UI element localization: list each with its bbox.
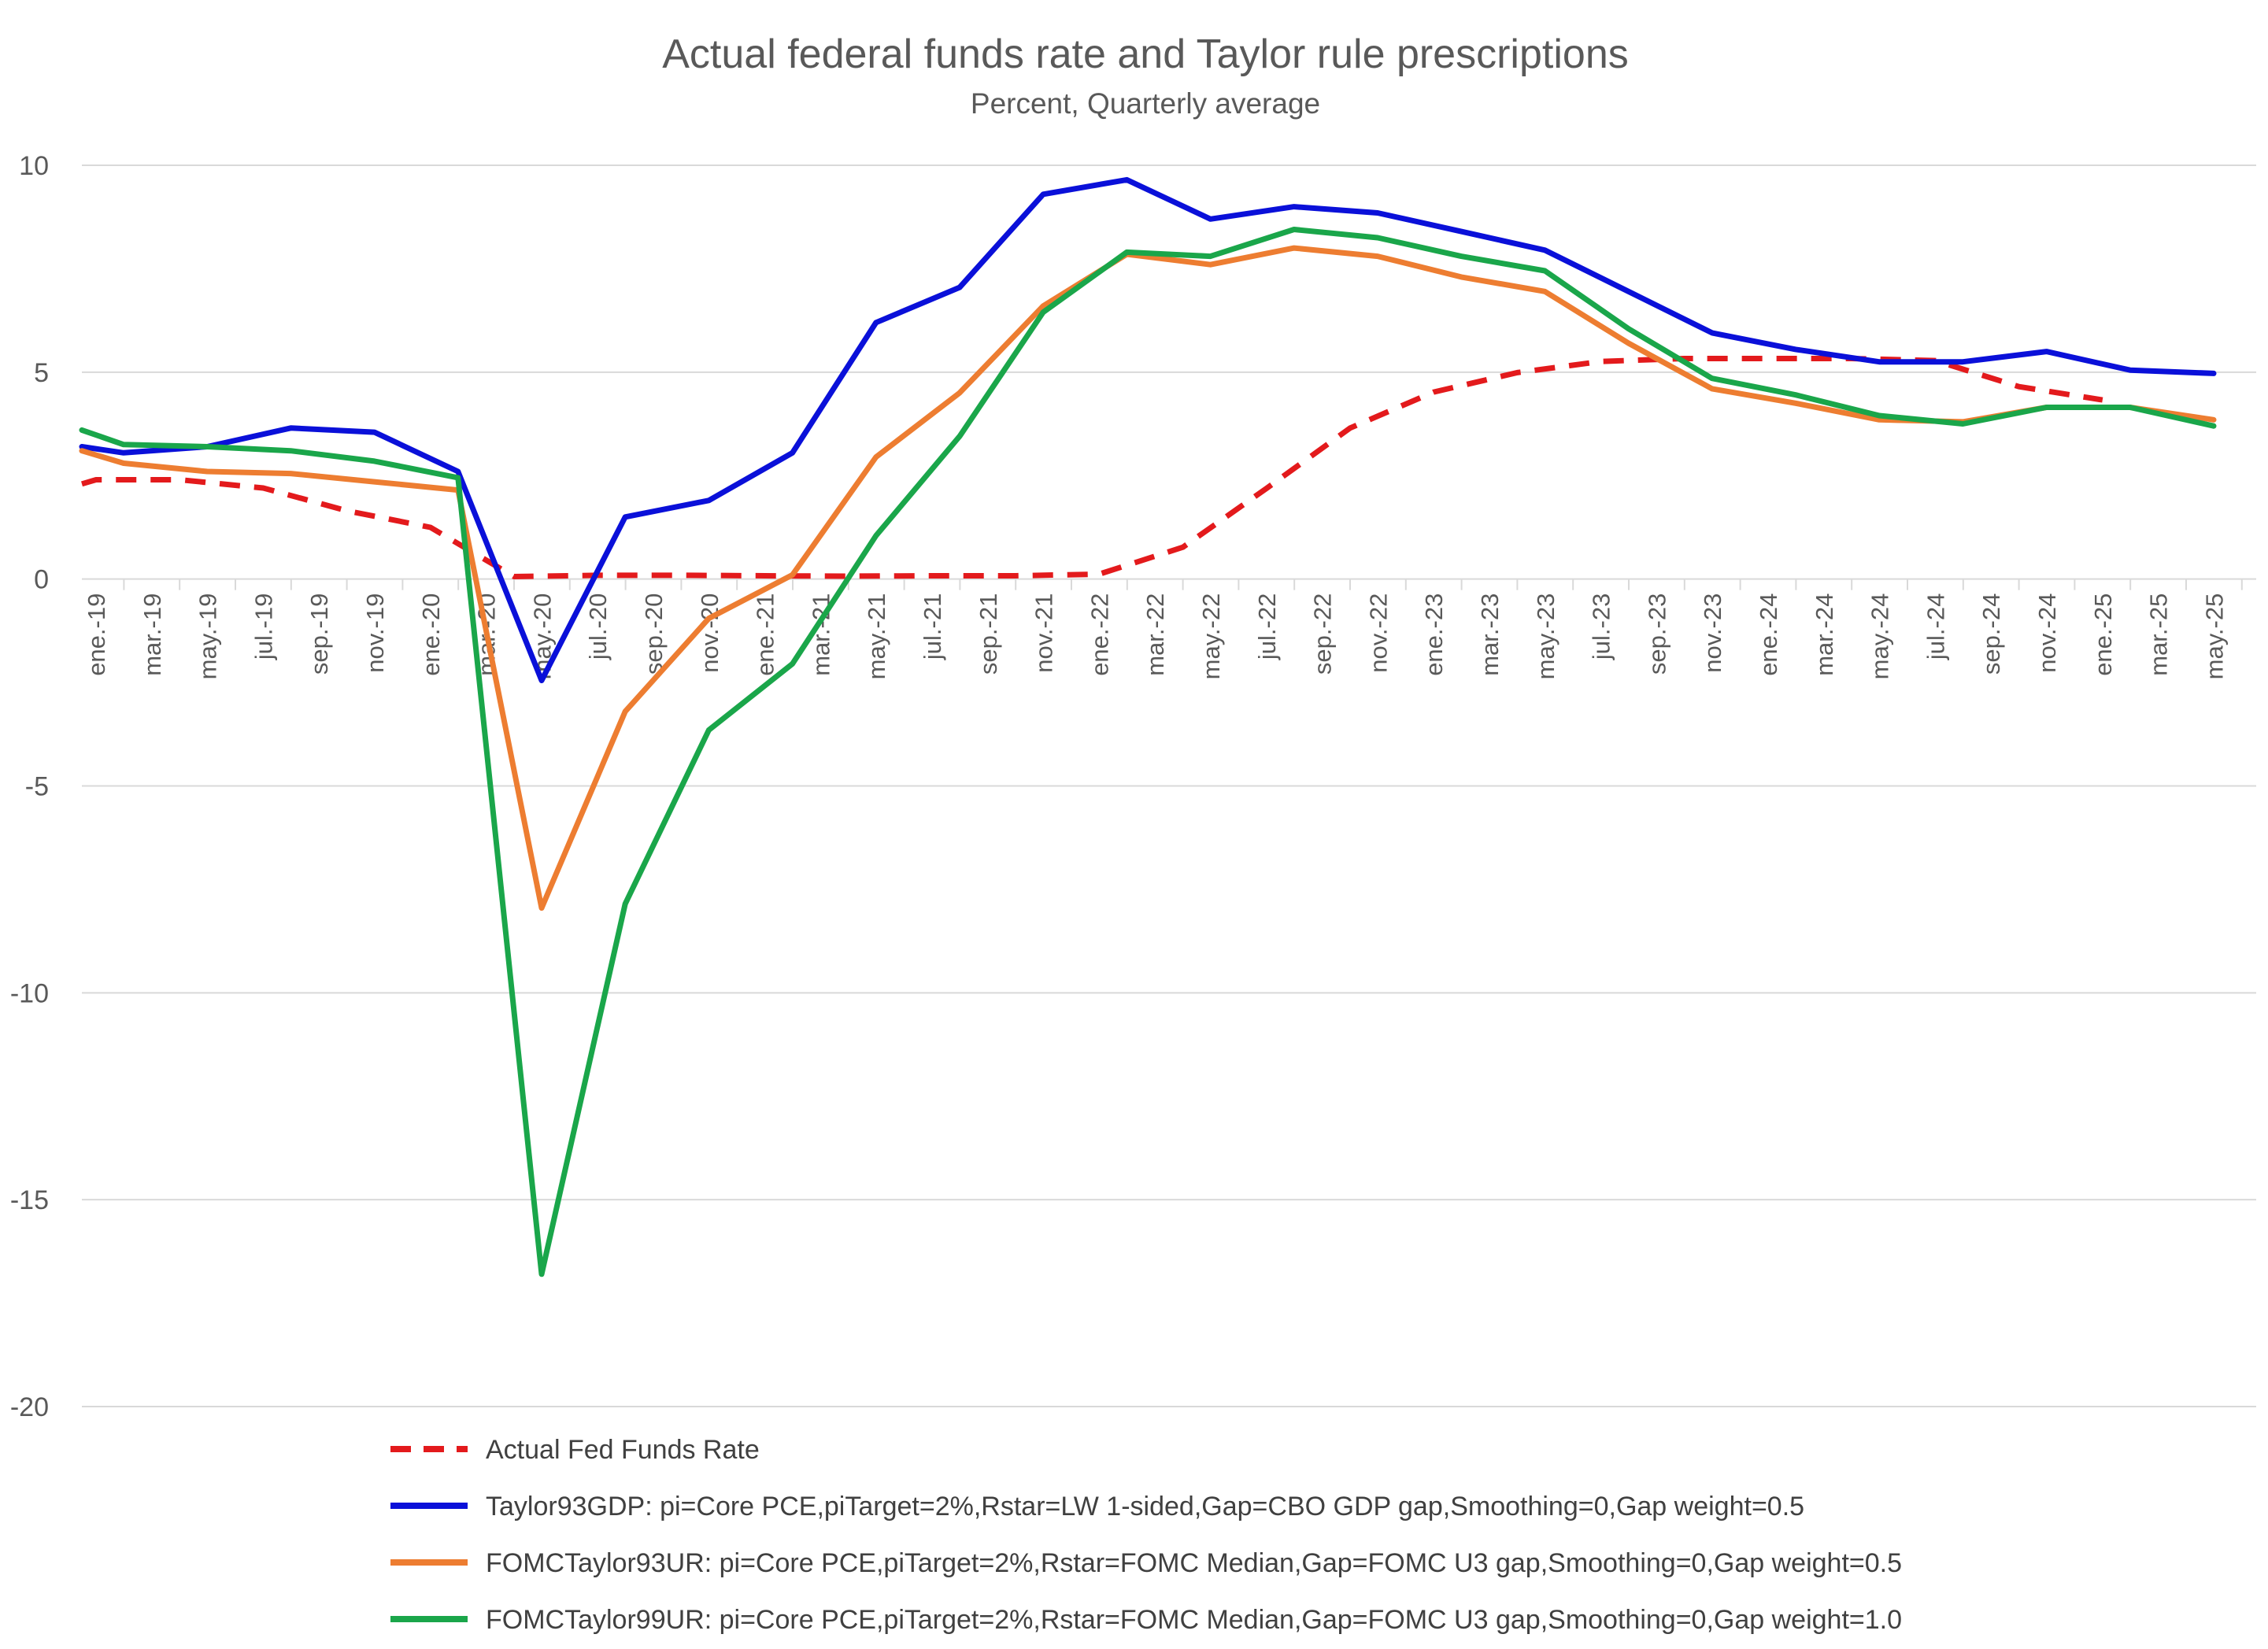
series-line-3 bbox=[79, 227, 2217, 1277]
y-tick-label: 0 bbox=[34, 565, 49, 595]
series-line-0 bbox=[81, 356, 2103, 579]
x-tick-label: ene.-19 bbox=[83, 593, 110, 676]
x-tick-label: ene.-22 bbox=[1086, 593, 1113, 676]
x-tick-label: may.-19 bbox=[194, 593, 222, 680]
legend-label: FOMCTaylor99UR: pi=Core PCE,piTarget=2%,… bbox=[486, 1605, 1902, 1635]
chart-title: Actual federal funds rate and Taylor rul… bbox=[662, 31, 1628, 77]
x-tick-label: nov.-19 bbox=[361, 593, 389, 673]
legend-label: FOMCTaylor93UR: pi=Core PCE,piTarget=2%,… bbox=[486, 1548, 1902, 1578]
x-tick-label: sep.-21 bbox=[975, 593, 1002, 675]
x-tick-label: may.-21 bbox=[863, 593, 890, 680]
legend-label: Actual Fed Funds Rate bbox=[486, 1435, 760, 1465]
x-tick-label: jul.-23 bbox=[1588, 593, 1615, 660]
x-tick-label: ene.-24 bbox=[1755, 593, 1782, 676]
x-tick-label: mar.-22 bbox=[1141, 593, 1169, 676]
x-tick-label: mar.-23 bbox=[1476, 593, 1504, 676]
x-tick-label: jul.-20 bbox=[584, 593, 612, 660]
y-tick-label: -20 bbox=[10, 1392, 49, 1422]
x-tick-label: sep.-23 bbox=[1643, 593, 1670, 675]
y-tick-label: 10 bbox=[19, 151, 49, 181]
gridlines bbox=[82, 165, 2256, 1407]
x-tick-label: sep.-24 bbox=[1978, 593, 2005, 675]
x-tick-label: may.-20 bbox=[528, 593, 556, 680]
x-tick-label: sep.-22 bbox=[1309, 593, 1337, 675]
x-tick-label: nov.-23 bbox=[1699, 593, 1726, 673]
series-line-1 bbox=[79, 176, 2217, 683]
x-tick-label: ene.-23 bbox=[1420, 593, 1448, 676]
x-tick-label: sep.-20 bbox=[640, 593, 668, 675]
x-tick-label: jul.-19 bbox=[250, 593, 277, 660]
x-tick-label: sep.-19 bbox=[305, 593, 333, 675]
x-tick-label: may.-22 bbox=[1197, 593, 1225, 680]
x-tick-label: jul.-21 bbox=[919, 593, 946, 660]
y-tick-label: -15 bbox=[10, 1185, 49, 1215]
x-tick-label: jul.-22 bbox=[1253, 593, 1281, 660]
x-tick-label: ene.-20 bbox=[417, 593, 445, 676]
x-axis-ticks: ene.-19 mar.-19 may.-19 jul.-19 sep.-19 nov.-… bbox=[83, 579, 2243, 680]
legend: Actual Fed Funds Rate Taylor93GDP: pi=Cor… bbox=[390, 1435, 1902, 1635]
x-tick-label: may.-23 bbox=[1532, 593, 1559, 680]
x-tick-label: mar.-25 bbox=[2145, 593, 2173, 676]
x-tick-label: nov.-21 bbox=[1030, 593, 1058, 673]
y-tick-label: 5 bbox=[34, 358, 49, 388]
series-lines bbox=[79, 176, 2217, 1277]
x-tick-label: jul.-24 bbox=[1922, 593, 1949, 660]
chart-subtitle: Percent, Quarterly average bbox=[971, 87, 1320, 120]
x-tick-label: nov.-24 bbox=[2033, 593, 2061, 673]
x-tick-label: nov.-20 bbox=[696, 593, 723, 673]
x-tick-label: may.-24 bbox=[1867, 593, 1894, 680]
x-tick-label: ene.-21 bbox=[752, 593, 779, 676]
y-axis-ticks: 10 5 0 -5 -10 -15 -20 bbox=[10, 151, 49, 1422]
series-line-2 bbox=[79, 245, 2217, 911]
x-tick-label: mar.-24 bbox=[1811, 593, 1838, 676]
legend-label: Taylor93GDP: pi=Core PCE,piTarget=2%,Rst… bbox=[486, 1492, 1804, 1521]
y-tick-label: -5 bbox=[25, 772, 49, 802]
x-tick-label: ene.-25 bbox=[2089, 593, 2117, 676]
y-tick-label: -10 bbox=[10, 978, 49, 1008]
x-tick-label: mar.-19 bbox=[139, 593, 166, 676]
x-tick-label: may.-25 bbox=[2200, 593, 2228, 680]
x-tick-label: nov.-22 bbox=[1364, 593, 1392, 673]
